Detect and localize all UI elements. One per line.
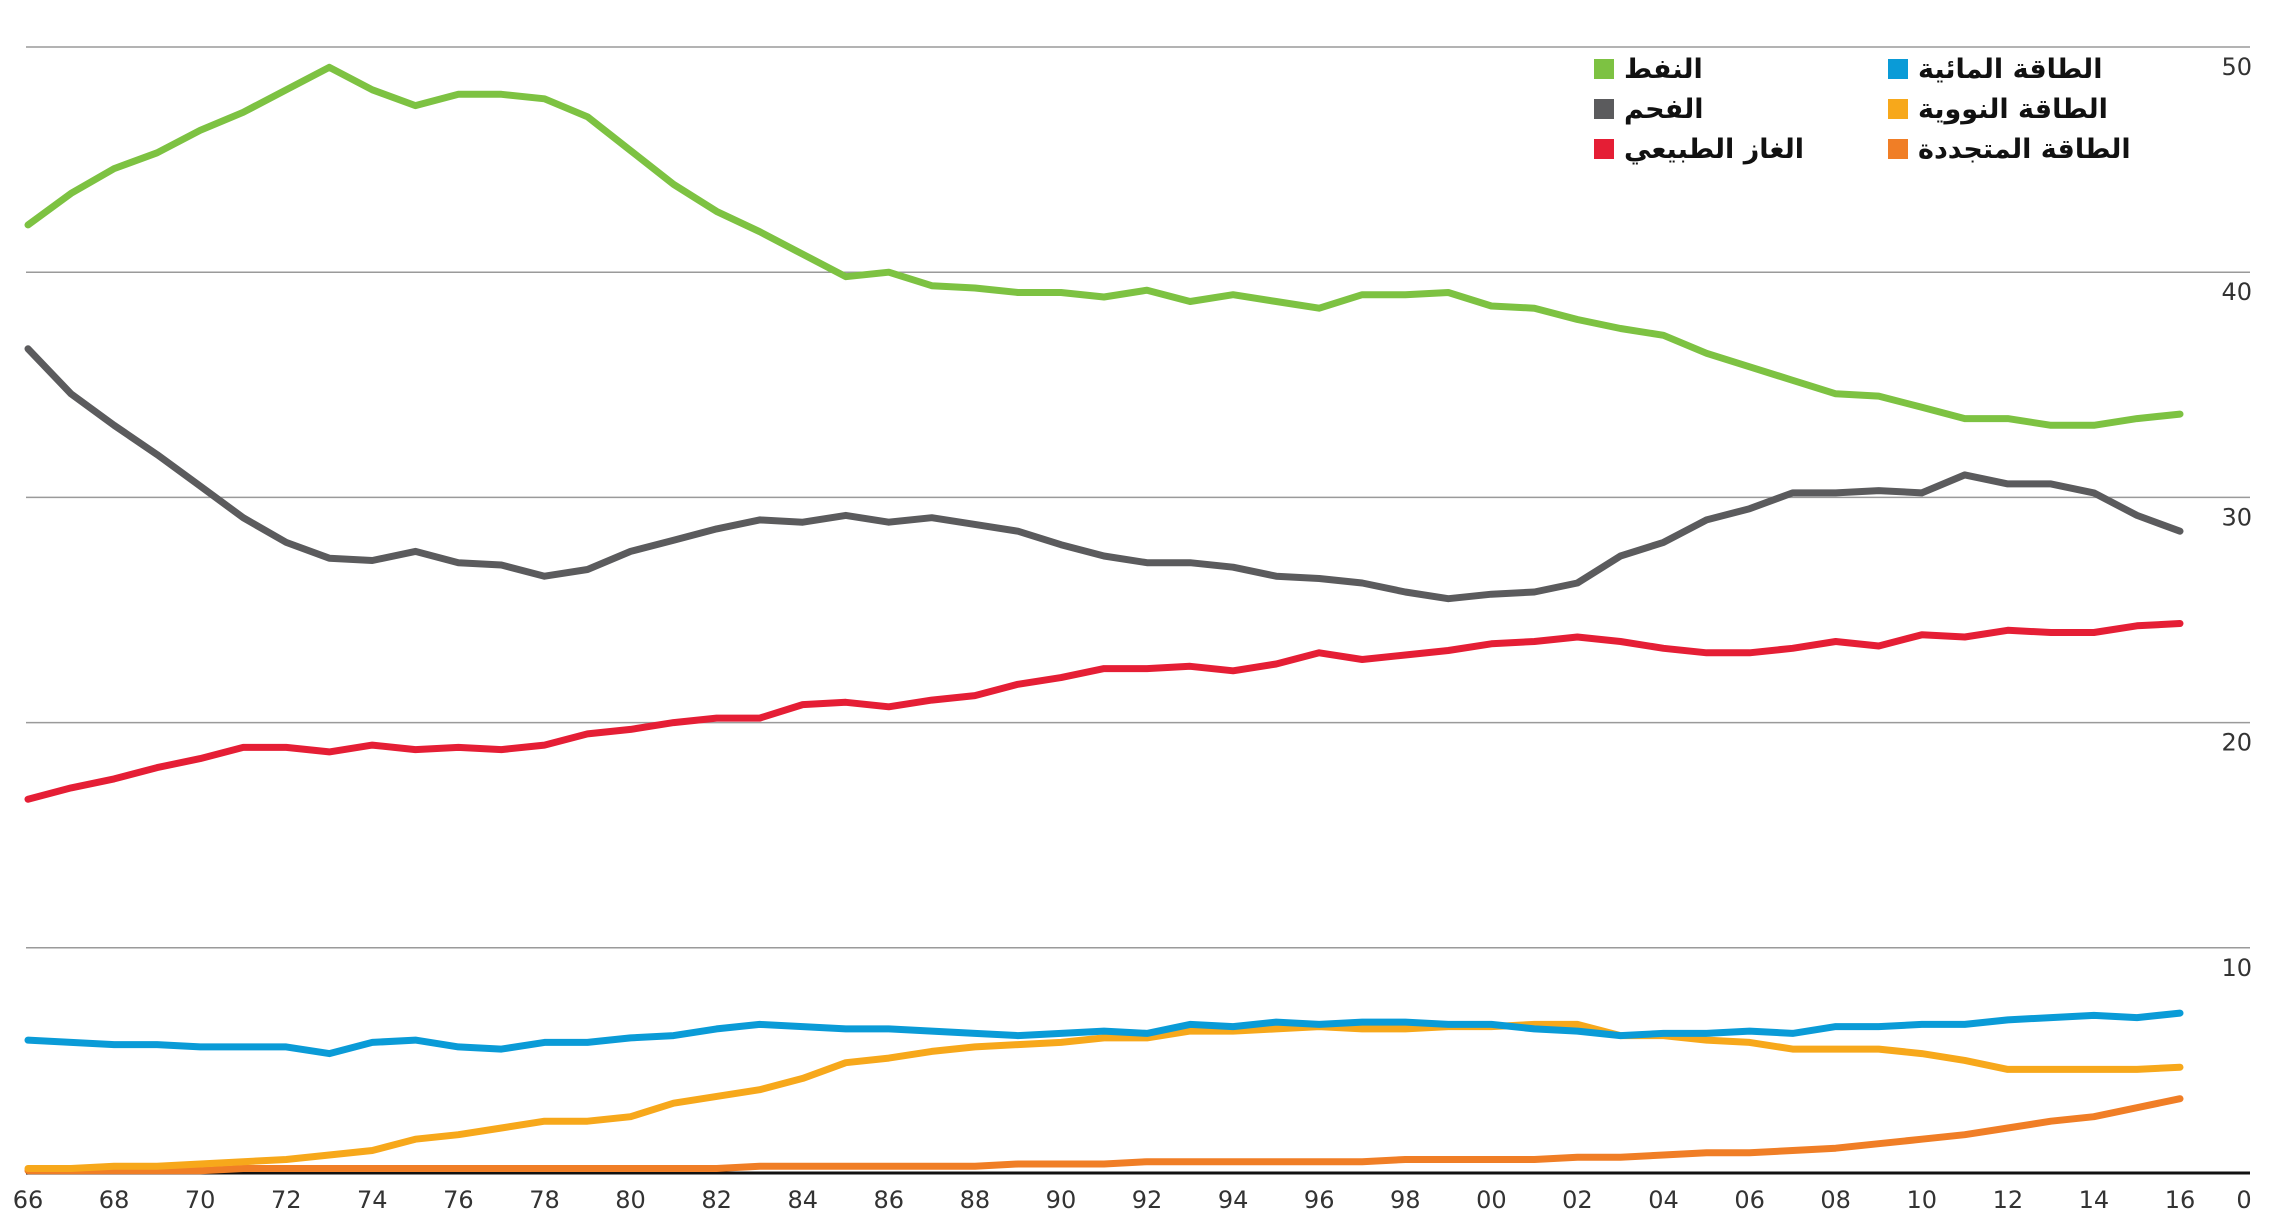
x-tick-label-84: 84 [787,1186,818,1214]
x-tick-label-80: 80 [615,1186,646,1214]
x-axis-tick-labels: 66 68 70 72 74 76 78 80 82 84 86 88 90 92 94 96 98 00 02 04… [13,1186,2252,1214]
gridlines [26,46,2250,1175]
y-axis-tick-labels: 10 20 30 40 50 [2221,53,2252,982]
y-tick-label-50: 50 [2221,53,2252,81]
legend-label-4: الطاقة النووية [1918,94,2108,125]
series-line-2 [24,620,2184,803]
series-line-0 [24,63,2184,429]
x-axis-end-label: 0 [2236,1186,2251,1214]
x-tick-label-76: 76 [443,1186,474,1214]
x-tick-label-86: 86 [874,1186,905,1214]
x-tick-label-08: 08 [1820,1186,1851,1214]
legend-swatch-3 [1888,59,1908,79]
legend-swatch-0 [1594,59,1614,79]
series-line-3 [24,1009,2184,1058]
x-tick-label-66: 66 [13,1186,44,1214]
x-tick-label-00: 00 [1476,1186,1507,1214]
legend: النفط الفحم الغاز الطبيعي الطاقة المائية الط… [1594,54,2131,165]
x-tick-label-82: 82 [701,1186,732,1214]
series-lines [24,63,2184,1175]
legend-swatch-4 [1888,99,1908,119]
legend-swatch-5 [1888,139,1908,159]
x-tick-label-12: 12 [1993,1186,2024,1214]
series-line-4 [24,1020,2184,1172]
x-tick-label-06: 06 [1734,1186,1765,1214]
x-tick-label-10: 10 [1906,1186,1937,1214]
x-tick-label-94: 94 [1218,1186,1249,1214]
legend-label-2: الغاز الطبيعي [1624,134,1804,165]
legend-label-3: الطاقة المائية [1918,54,2102,85]
series-line-5 [24,1095,2184,1175]
series-line-1 [24,345,2184,603]
x-tick-label-90: 90 [1046,1186,1077,1214]
legend-label-0: النفط [1624,54,1703,85]
y-tick-label-10: 10 [2221,954,2252,982]
legend-label-5: الطاقة المتجددة [1918,134,2131,165]
x-tick-label-78: 78 [529,1186,560,1214]
legend-swatch-2 [1594,139,1614,159]
x-tick-label-98: 98 [1390,1186,1421,1214]
y-tick-label-30: 30 [2221,503,2252,531]
x-tick-label-14: 14 [2079,1186,2110,1214]
x-tick-label-70: 70 [185,1186,216,1214]
y-tick-label-20: 20 [2221,729,2252,757]
legend-label-1: الفحم [1624,94,1703,125]
legend-swatch-1 [1594,99,1614,119]
x-tick-label-04: 04 [1648,1186,1679,1214]
x-tick-label-74: 74 [357,1186,388,1214]
x-tick-label-92: 92 [1132,1186,1163,1214]
x-tick-label-16: 16 [2165,1186,2196,1214]
x-tick-label-96: 96 [1304,1186,1335,1214]
x-tick-label-02: 02 [1562,1186,1593,1214]
x-tick-label-72: 72 [271,1186,302,1214]
x-tick-label-68: 68 [99,1186,130,1214]
x-tick-label-88: 88 [960,1186,991,1214]
y-tick-label-40: 40 [2221,278,2252,306]
